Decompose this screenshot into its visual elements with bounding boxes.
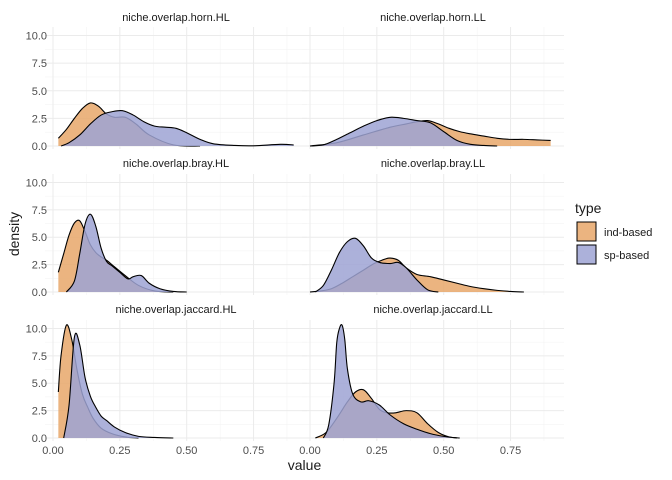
- y-tick-label: 2.5: [32, 406, 47, 418]
- density-line-sp-based: [65, 213, 187, 293]
- legend-title: type: [575, 200, 602, 216]
- density-line-sp-based: [322, 323, 458, 439]
- density-area-sp-based: [61, 110, 294, 146]
- y-tick-label: 10.0: [26, 177, 47, 189]
- x-tick-label: 0.00: [42, 445, 63, 457]
- x-tick-label: 0.50: [176, 445, 197, 457]
- x-tick-label: 0.75: [243, 445, 264, 457]
- facet-title: niche.overlap.bray.LL: [381, 158, 485, 170]
- legend-label-sp-based: sp-based: [604, 250, 649, 262]
- legend-swatch-ind-based: [576, 221, 597, 242]
- density-area-sp-based: [323, 324, 458, 438]
- y-tick-label: 5.0: [32, 378, 47, 390]
- facet-title: niche.overlap.jaccard.HL: [115, 304, 236, 316]
- x-axis-title: value: [288, 457, 322, 473]
- y-tick-label: 10.0: [26, 31, 47, 43]
- x-tick-label: 0.50: [433, 445, 454, 457]
- y-tick-label: 5.0: [32, 86, 47, 98]
- density-area-sp-based: [310, 117, 498, 146]
- y-tick-label: 10.0: [26, 323, 47, 335]
- x-tick-label: 0.25: [366, 445, 387, 457]
- y-tick-label: 0.0: [32, 433, 47, 445]
- y-axis-title: density: [6, 212, 22, 256]
- y-tick-label: 7.5: [32, 351, 47, 363]
- y-tick-label: 0.0: [32, 141, 47, 153]
- facet-title: niche.overlap.horn.LL: [380, 12, 486, 24]
- density-line-sp-based: [314, 237, 439, 293]
- density-line-sp-based: [63, 332, 174, 439]
- x-tick-label: 0.25: [109, 445, 130, 457]
- y-tick-label: 7.5: [32, 58, 47, 70]
- y-tick-label: 5.0: [32, 232, 47, 244]
- y-tick-label: 2.5: [32, 260, 47, 272]
- density-area-sp-based: [66, 214, 187, 292]
- y-tick-label: 2.5: [32, 113, 47, 125]
- density-area-sp-based: [315, 238, 439, 292]
- x-tick-label: 0.00: [299, 445, 320, 457]
- facet-title: niche.overlap.bray.HL: [123, 158, 229, 170]
- facet-title: niche.overlap.horn.HL: [122, 12, 230, 24]
- y-tick-label: 0.0: [32, 287, 47, 299]
- density-line-sp-based: [309, 116, 498, 147]
- facet-title: niche.overlap.jaccard.LL: [373, 304, 492, 316]
- legend-swatch-sp-based: [576, 244, 597, 265]
- legend-label-ind-based: ind-based: [604, 227, 652, 239]
- y-tick-label: 7.5: [32, 205, 47, 217]
- x-tick-label: 0.75: [500, 445, 521, 457]
- density-area-sp-based: [63, 333, 174, 438]
- density-line-sp-based: [60, 109, 294, 147]
